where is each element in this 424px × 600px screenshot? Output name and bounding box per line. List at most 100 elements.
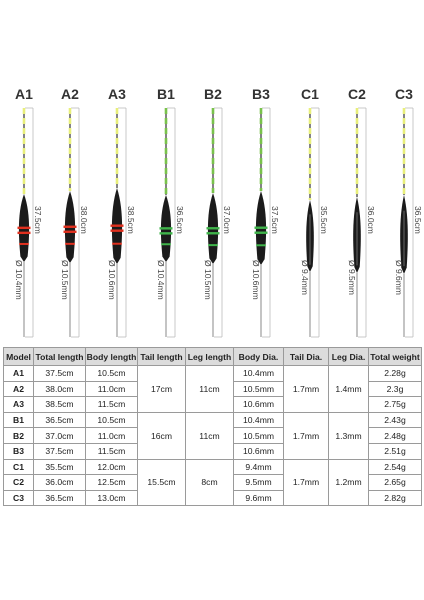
float-band [254,231,268,234]
tail-dia-cell: 1.7mm [283,365,329,413]
table-header-row: Model Total length Body length Tail leng… [3,347,422,366]
float-model-label: A1 [15,86,33,102]
float-length-label: 36.5cm [175,206,185,234]
model-cell: A1 [3,365,34,382]
float-b2: B2 37.0cm Ø 10.5mm [203,86,232,338]
model-cell: A3 [3,396,34,413]
float-diameter-label: Ø 9.4mm [300,260,310,295]
header-total-weight: Total weight [368,347,422,366]
float-diameter-label: Ø 9.5mm [347,260,357,295]
float-length-label: 37.5cm [270,206,280,234]
table-row: B2 37.0cm 11.0cm 10.5mm 2.48g [3,427,422,444]
total-length-cell: 36.5cm [33,489,86,507]
float-model-label: C1 [301,86,319,102]
model-cell: C2 [3,474,34,491]
table-row: C2 36.0cm 12.5cm 9.5mm 2.65g [3,474,422,491]
body-length-cell: 12.5cm [85,474,138,491]
weight-cell: 2.28g [368,365,422,382]
leg-length-cell: 11cm [185,365,234,413]
float-band [17,226,31,230]
float-length-label: 36.5cm [413,206,423,234]
float-band [63,225,77,228]
float-length-label: 38.0cm [79,206,89,234]
float-diameter-label: Ø 10.4mm [156,260,166,300]
body-dia-cell: 9.5mm [233,474,284,491]
weight-cell: 2.54g [368,458,422,476]
table-row: A1 37.5cm 10.5cm 17cm 11cm 10.4mm 1.7mm … [3,365,422,413]
weight-cell: 2.3g [368,380,422,398]
tail-length-cell: 16cm [137,411,186,460]
float-band [159,232,173,235]
table-row: C1 35.5cm 12.0cm 15.5cm 8cm 9.4mm 1.7mm … [3,458,422,507]
model-cell: B1 [3,411,34,429]
leg-length-cell: 8cm [185,458,234,507]
float-a3: A3 38.5cm Ø 10.6mm [107,86,136,338]
header-total-length: Total length [33,347,86,366]
model-cell: B2 [3,427,34,444]
float-band [256,244,266,247]
table-row: C3 36.5cm 13.0cm 9.6mm 2.82g [3,489,422,507]
float-model-label: A3 [108,86,126,102]
header-body-length: Body length [85,347,138,366]
float-length-label: 37.5cm [33,206,43,234]
float-model-label: C2 [348,86,366,102]
float-band [208,244,218,247]
model-cell: A2 [3,380,34,398]
weight-cell: 2.82g [368,489,422,507]
spec-table: Model Total length Body length Tail leng… [3,347,422,507]
float-length-label: 36.0cm [366,206,376,234]
header-leg-length: Leg length [185,347,234,366]
total-length-cell: 37.0cm [33,427,86,444]
float-diameter-label: Ø 10.4mm [14,260,24,300]
body-dia-cell: 10.4mm [233,365,284,382]
body-dia-cell: 9.4mm [233,458,284,476]
header-leg-dia: Leg Dia. [328,347,369,366]
weight-cell: 2.51g [368,442,422,460]
table-row: B1 36.5cm 10.5cm 16cm 11cm 10.4mm 1.7mm … [3,411,422,460]
float-length-label: 38.5cm [126,206,136,234]
total-length-cell: 36.5cm [33,411,86,429]
float-c1: C1 35.5cm Ø 9.4mm [300,86,329,338]
body-length-cell: 11.0cm [85,427,138,444]
weight-cell: 2.43g [368,411,422,429]
float-band [17,231,31,235]
model-cell: C1 [3,458,34,476]
body-length-cell: 11.0cm [85,380,138,398]
weight-cell: 2.48g [368,427,422,444]
float-band [206,232,220,235]
float-diameter-label: Ø 9.6mm [394,260,404,295]
float-a1: A1 37.5cm Ø 10.4mm [14,86,43,338]
total-length-cell: 38.0cm [33,380,86,398]
body-dia-cell: 9.6mm [233,489,284,507]
float-length-label: 37.0cm [222,206,232,234]
tail-dia-cell: 1.7mm [283,411,329,460]
tail-dia-cell: 1.7mm [283,458,329,507]
float-length-label: 35.5cm [319,206,329,234]
header-tail-length: Tail length [137,347,186,366]
float-model-label: B2 [204,86,222,102]
body-dia-cell: 10.5mm [233,380,284,398]
body-length-cell: 10.5cm [85,365,138,382]
leg-dia-cell: 1.3mm [328,411,369,460]
float-band [63,230,77,233]
float-band [206,227,220,230]
leg-dia-cell: 1.2mm [328,458,369,507]
table-row: A2 38.0cm 11.0cm 10.5mm 2.3g [3,380,422,398]
tail-length-cell: 15.5cm [137,458,186,507]
float-diameter-label: Ø 10.6mm [251,260,261,300]
float-diameter-label: Ø 10.5mm [60,260,70,300]
header-body-dia: Body Dia. [233,347,284,366]
float-diameter-label: Ø 10.6mm [107,260,117,300]
float-band [254,226,268,229]
float-band [161,243,171,246]
leg-length-cell: 11cm [185,411,234,460]
body-dia-cell: 10.4mm [233,411,284,429]
body-length-cell: 13.0cm [85,489,138,507]
weight-cell: 2.65g [368,474,422,491]
float-diameter-label: Ø 10.5mm [203,260,213,300]
float-band [19,242,29,245]
total-length-cell: 35.5cm [33,458,86,476]
body-length-cell: 11.5cm [85,442,138,460]
total-length-cell: 38.5cm [33,396,86,413]
float-c2: C2 36.0cm Ø 9.5mm [347,86,376,338]
